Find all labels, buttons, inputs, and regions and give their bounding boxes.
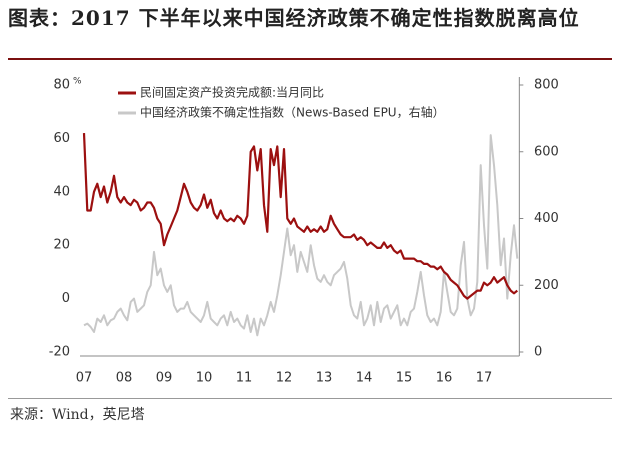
x-tick-label: 15	[396, 371, 413, 386]
x-tick-label: 07	[76, 371, 93, 386]
footer-rule	[8, 398, 612, 399]
series-line	[83, 134, 519, 337]
x-tick-label: 11	[236, 371, 253, 386]
legend: 民间固定资产投资完成额:当月同比中国经济政策不确定性指数（News-Based …	[118, 85, 445, 120]
y-tick-label: 0	[62, 291, 70, 306]
x-tick-label: 13	[316, 371, 333, 386]
y-unit: %	[73, 77, 82, 87]
x-tick-label: 08	[116, 371, 133, 386]
y-tick-label: 40	[53, 184, 70, 199]
x-tick-label: 12	[276, 371, 293, 386]
source-note: 来源：Wind，英尼塔	[10, 407, 145, 423]
y2-tick-label: 800	[534, 78, 559, 93]
legend-label: 民间固定资产投资完成额:当月同比	[140, 85, 324, 100]
y-tick-label: 20	[53, 238, 70, 253]
y2-tick-label: 600	[534, 144, 559, 159]
legend-label: 中国经济政策不确定性指数（News-Based EPU，右轴）	[140, 105, 445, 120]
y2-tick-label: 0	[534, 345, 542, 360]
chart-title: 图表：2017 下半年以来中国经济政策不确定性指数脱离高位	[8, 6, 580, 30]
y-tick-label: -20	[49, 345, 70, 360]
y2-tick-label: 200	[534, 278, 559, 293]
x-tick-label: 14	[356, 371, 373, 386]
title-rule	[8, 58, 612, 60]
x-tick-label: 17	[476, 371, 493, 386]
x-tick-label: 10	[196, 371, 213, 386]
y-tick-label: 60	[53, 131, 70, 146]
series-line	[82, 133, 518, 300]
x-tick-label: 16	[436, 371, 453, 386]
y-tick-label: 80	[53, 78, 70, 93]
y2-tick-label: 400	[534, 211, 559, 226]
x-tick-label: 09	[156, 371, 173, 386]
